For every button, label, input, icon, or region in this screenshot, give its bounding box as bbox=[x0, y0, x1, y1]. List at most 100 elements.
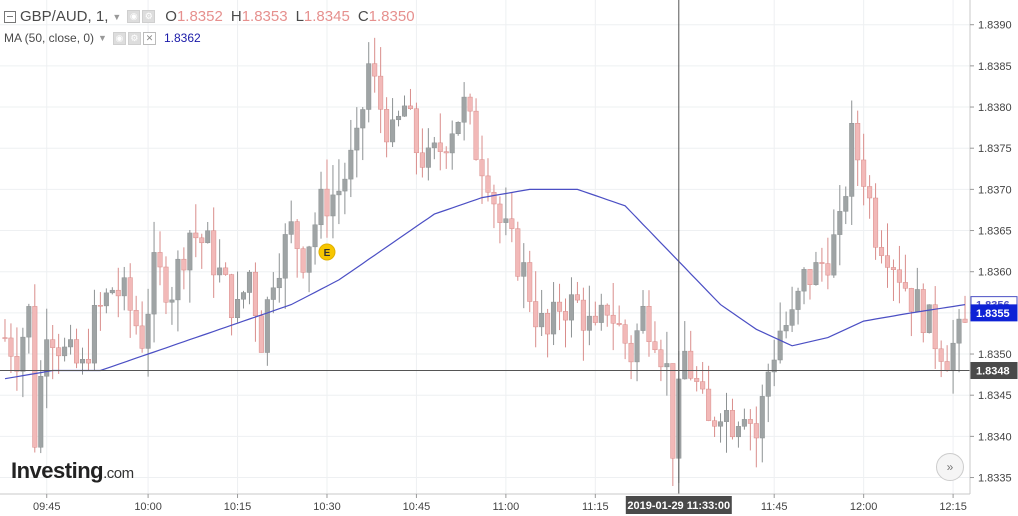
eye-icon[interactable]: ◉ bbox=[112, 31, 126, 45]
candle-body bbox=[360, 109, 366, 129]
candle-body bbox=[121, 277, 127, 297]
candle bbox=[235, 271, 241, 323]
candle-body bbox=[163, 266, 169, 303]
candle bbox=[151, 221, 157, 343]
candle bbox=[831, 209, 837, 278]
candle-body bbox=[91, 305, 97, 364]
candle bbox=[163, 256, 169, 315]
candle bbox=[807, 269, 813, 300]
candle bbox=[127, 263, 133, 338]
candle bbox=[74, 328, 80, 369]
candle bbox=[777, 302, 783, 364]
candle bbox=[932, 286, 938, 369]
candle-body bbox=[682, 350, 688, 380]
candle bbox=[503, 187, 509, 236]
candle-body bbox=[223, 267, 229, 275]
candle-body bbox=[485, 175, 491, 193]
y-axis: 1.8335 1.8340 1.8345 1.8350 1.8355 1.8360 1.83… bbox=[969, 0, 1012, 494]
ma-value: 1.8362 bbox=[163, 31, 201, 45]
candle bbox=[175, 250, 181, 332]
candle-body bbox=[133, 310, 139, 327]
candle bbox=[819, 247, 825, 282]
candle bbox=[390, 98, 396, 148]
candle-body bbox=[26, 306, 32, 338]
candle bbox=[109, 287, 115, 295]
chevron-down-icon[interactable]: ▼ bbox=[112, 11, 122, 22]
settings-icon[interactable]: ⚙ bbox=[127, 31, 141, 45]
candle-body bbox=[807, 269, 813, 285]
candle-body bbox=[187, 232, 193, 271]
candle-body bbox=[890, 267, 896, 270]
candle-body bbox=[199, 237, 205, 244]
candle bbox=[32, 284, 38, 453]
candle bbox=[747, 409, 753, 451]
candle-body bbox=[902, 282, 908, 289]
candle-body bbox=[348, 149, 354, 180]
candle-body bbox=[342, 178, 348, 192]
candle bbox=[115, 267, 121, 318]
candle-body bbox=[97, 305, 103, 307]
candle-body bbox=[56, 347, 62, 357]
candle-body bbox=[378, 75, 384, 110]
y-tick-label: 1.8385 bbox=[978, 61, 1012, 73]
candle bbox=[97, 292, 103, 331]
candle bbox=[771, 339, 777, 387]
candle bbox=[539, 289, 545, 336]
candle-body bbox=[413, 108, 419, 154]
x-tick-label: 11:15 bbox=[582, 501, 609, 513]
last-price-tag-box bbox=[970, 304, 1018, 322]
candle bbox=[217, 239, 223, 283]
candle-body bbox=[551, 301, 557, 335]
crosshair-price-tag-label: 1.8348 bbox=[976, 366, 1010, 378]
candle-body bbox=[318, 188, 324, 226]
close-icon[interactable]: ✕ bbox=[142, 31, 156, 45]
candle bbox=[2, 319, 8, 342]
candle bbox=[306, 245, 312, 293]
candle-body bbox=[777, 330, 783, 361]
candle bbox=[139, 301, 145, 353]
candle bbox=[914, 267, 920, 312]
chevron-down-icon[interactable]: ▼ bbox=[98, 33, 107, 43]
candle bbox=[455, 121, 461, 136]
candle-body bbox=[366, 63, 372, 110]
investing-logo: Investing.com bbox=[11, 458, 134, 484]
candle-body bbox=[264, 299, 270, 353]
candle bbox=[592, 301, 598, 326]
candle bbox=[521, 243, 527, 309]
candle bbox=[467, 93, 473, 125]
candle bbox=[443, 146, 449, 169]
candle-body bbox=[861, 159, 867, 187]
candle bbox=[38, 360, 44, 454]
close-value: 1.8350 bbox=[368, 8, 415, 25]
candle bbox=[753, 406, 759, 468]
close-label: C bbox=[357, 8, 369, 25]
candle-body bbox=[32, 306, 38, 448]
candle-body bbox=[789, 309, 795, 326]
candle-body bbox=[401, 105, 408, 117]
candle bbox=[187, 230, 193, 303]
y-tick-label: 1.8390 bbox=[978, 20, 1012, 32]
candle-body bbox=[276, 277, 282, 289]
eye-icon[interactable]: ◉ bbox=[127, 10, 141, 23]
candle bbox=[616, 305, 622, 327]
candle bbox=[962, 295, 968, 323]
candle bbox=[706, 365, 712, 422]
candle-body bbox=[783, 325, 789, 332]
candle-body bbox=[127, 277, 133, 311]
candle-body bbox=[68, 339, 74, 348]
crosshair-price-tag-box bbox=[970, 362, 1018, 379]
candle-body bbox=[145, 313, 151, 349]
double-chevron-right-icon[interactable]: » bbox=[936, 453, 964, 481]
settings-icon[interactable]: ⚙ bbox=[142, 10, 156, 23]
candle-body bbox=[718, 421, 724, 427]
collapse-icon[interactable] bbox=[4, 10, 16, 23]
candle-body bbox=[437, 142, 443, 152]
candle-body bbox=[252, 271, 258, 316]
candle-body bbox=[628, 342, 634, 363]
candle-body bbox=[753, 423, 759, 439]
candle bbox=[568, 277, 574, 338]
candle-body bbox=[908, 288, 914, 312]
y-tick-label: 1.8375 bbox=[978, 143, 1012, 155]
